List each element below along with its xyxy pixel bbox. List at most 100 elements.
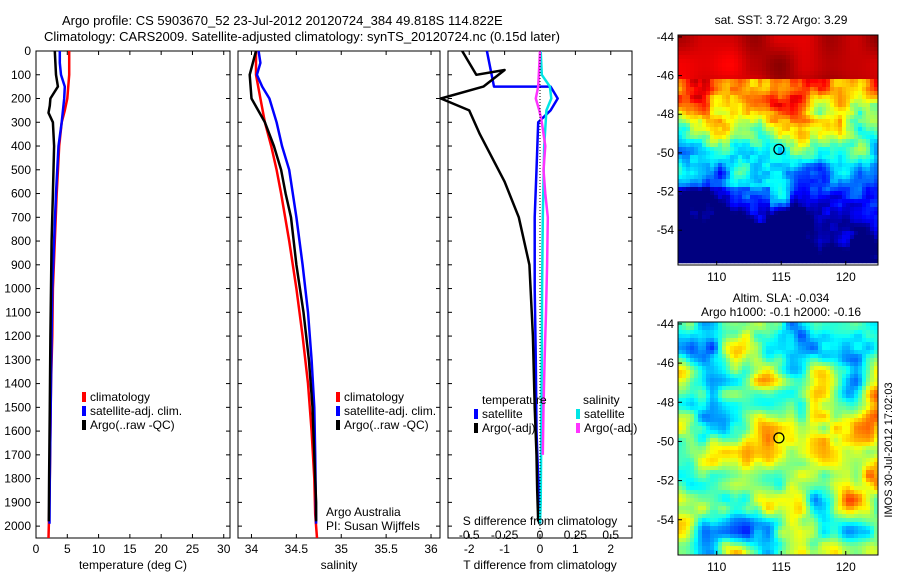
figure-title-line1: Argo profile: CS 5903670_52 23-Jul-2012 … [62, 13, 503, 28]
sla_map-panel: 110 115 120 -44 -46 -48 -50 -52 -54 [657, 317, 879, 574]
difference-legend-swatch-salinity [576, 423, 580, 433]
difference-legend-entry-salinity: satellite [584, 407, 625, 421]
sla_map-ytick-label: -52 [657, 474, 675, 488]
difference-xlabel: T difference from climatology [463, 558, 617, 572]
sst_map-ytick-label: -50 [657, 146, 675, 160]
temperature-legend-swatch [82, 406, 86, 416]
difference-legend-title-salinity: salinity [583, 393, 620, 407]
temperature-legend-swatch [82, 392, 86, 402]
sst_map-panel: 110 115 120 -44 -46 -48 -50 -52 -54 [657, 30, 879, 284]
depth-tick-label: 400 [11, 139, 31, 153]
temperature-series-argo-raw-qc- [47, 50, 60, 522]
difference-top-tick-label: 0 [537, 528, 544, 542]
difference-xtick-label: 0 [537, 542, 544, 556]
salinity-legend-entry: climatology [344, 390, 404, 404]
difference-top-tick-label: 0.25 [564, 528, 588, 542]
difference-legend-entry-temperature: Argo(-adj) [482, 421, 535, 435]
depth-tick-label: 1400 [4, 377, 31, 391]
sst_map-ytick-label: -46 [657, 69, 675, 83]
salinity-plot-frame [237, 50, 441, 539]
depth-tick-label: 1800 [4, 472, 31, 486]
sst_map-ytick-label: -52 [657, 185, 675, 199]
sst_map-ytick-label: -44 [657, 30, 675, 44]
sla_map-ytick-label: -46 [657, 356, 675, 370]
salinity-annotation: Argo Australia [326, 505, 401, 519]
sst_map-xtick-label: 120 [836, 270, 856, 284]
difference-xtick-label: -2 [464, 542, 475, 556]
sst-map-title: sat. SST: 3.72 Argo: 3.29 [715, 13, 848, 27]
difference-legend-entry-salinity: Argo(-adj) [584, 421, 637, 435]
temperature-xtick-label: 20 [154, 542, 168, 556]
salinity-series-satellite-adj-clim- [255, 50, 318, 524]
difference-series-temperature-argo-adj- [439, 50, 540, 522]
salinity-series-argo-raw-qc- [248, 50, 318, 522]
sst_map-heatmap-field [678, 35, 879, 264]
sla_map-ytick-label: -48 [657, 395, 675, 409]
figure-title-line2: Climatology: CARS2009. Satellite-adjuste… [44, 29, 560, 44]
salinity-legend-swatch [336, 392, 340, 402]
sst_map-xtick-label: 110 [707, 270, 726, 284]
sla_map-xtick-label: 120 [836, 560, 856, 574]
salinity-annotation: PI: Susan Wijffels [326, 519, 420, 533]
salinity-xtick-label: 35 [335, 542, 349, 556]
difference-top-tick-label: -0.25 [491, 528, 519, 542]
depth-tick-label: 300 [11, 115, 31, 129]
salinity-xtick-label: 34.5 [285, 542, 309, 556]
difference-series-salinity-satellite [538, 50, 553, 524]
temperature-xtick-label: 30 [217, 542, 231, 556]
sla_map-argo-marker [773, 432, 785, 444]
sst_map-argo-marker [773, 143, 785, 156]
salinity-panel: 34 34.5 35 35.5 36 salinity climatologysatelli… [237, 50, 441, 572]
salinity-xlabel: salinity [321, 558, 358, 572]
difference-legend-entry-temperature: satellite [482, 407, 523, 421]
sla_map-ytick-label: -44 [657, 317, 675, 331]
salinity-xtick-label: 34 [245, 542, 259, 556]
depth-tick-label: 0 [24, 44, 31, 58]
temperature-xtick-label: 0 [33, 542, 40, 556]
timestamp-stamp: IMOS 30-Jul-2012 17:02:03 [883, 382, 895, 517]
difference-xtick-label: 2 [607, 542, 614, 556]
temperature-legend-entry: satellite-adj. clim. [90, 404, 182, 418]
difference-top-tick-label: 0.5 [602, 528, 619, 542]
temperature-xtick-label: 5 [64, 542, 71, 556]
difference-xtick-label: 1 [572, 542, 579, 556]
depth-tick-label: 1200 [4, 329, 31, 343]
depth-tick-label: 1900 [4, 495, 31, 509]
sla_map-heatmap-field [678, 322, 879, 555]
temperature-xlabel: temperature (deg C) [79, 558, 187, 572]
difference-legend-swatch-temperature [474, 423, 478, 433]
difference-panel: -2 -1 0 1 2 T difference from climatology S di… [439, 50, 637, 572]
temperature-legend-swatch [82, 420, 86, 430]
sst_map-ytick-label: -48 [657, 107, 675, 121]
sla_map-ytick-label: -54 [657, 513, 675, 527]
difference-legend-title-temperature: temperature [482, 393, 547, 407]
temperature-panel: 0 5 10 15 20 25 300100200300400500600700800900… [4, 44, 230, 572]
depth-tick-label: 2000 [4, 519, 31, 533]
depth-tick-label: 100 [11, 68, 31, 82]
depth-tick-label: 1500 [4, 400, 31, 414]
salinity-xtick-label: 35.5 [374, 542, 398, 556]
temperature-legend-entry: Argo(..raw -QC) [90, 418, 175, 432]
sst_map-xtick-label: 115 [772, 270, 791, 284]
sla_map-frame [677, 321, 879, 556]
depth-tick-label: 1000 [4, 282, 31, 296]
depth-tick-label: 600 [11, 187, 31, 201]
salinity-legend-entry: satellite-adj. clim. [344, 404, 436, 418]
sla-map-title-line2: Argo h1000: -0.1 h2000: -0.16 [701, 305, 861, 319]
difference-top-tick-label: -0.5 [459, 528, 480, 542]
depth-tick-label: 800 [11, 234, 31, 248]
depth-tick-label: 700 [11, 210, 31, 224]
depth-tick-label: 1600 [4, 424, 31, 438]
depth-tick-label: 200 [11, 92, 31, 106]
sla_map-ytick-label: -50 [657, 434, 675, 448]
sla-map-title-line1: Altim. SLA: -0.034 [733, 291, 830, 305]
depth-tick-label: 1700 [4, 448, 31, 462]
depth-tick-label: 1100 [5, 305, 31, 319]
temperature-legend-entry: climatology [90, 390, 150, 404]
salinity-legend-entry: Argo(..raw -QC) [344, 418, 429, 432]
salinity-legend-swatch [336, 406, 340, 416]
sst_map-frame [677, 34, 879, 266]
sst_map-ytick-label: -54 [657, 223, 675, 237]
temperature-xtick-label: 15 [123, 542, 137, 556]
